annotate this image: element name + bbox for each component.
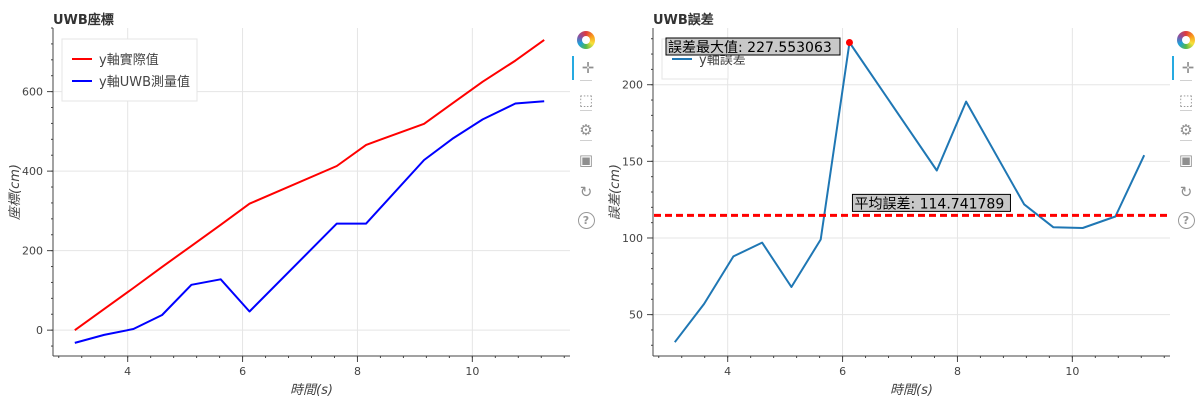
- legend-box: [61, 38, 198, 102]
- help-icon[interactable]: ?: [1172, 208, 1200, 232]
- toolbar-separator: [580, 140, 592, 141]
- series-line-0: [74, 39, 545, 332]
- help-icon[interactable]: ?: [572, 208, 600, 232]
- series-line-1: [74, 100, 545, 344]
- reset-icon[interactable]: ↻: [1179, 183, 1193, 201]
- toolbar-separator: [1180, 140, 1192, 141]
- chart-title: UWB座標: [53, 13, 114, 28]
- y-axis-label: 座標(cm): [7, 164, 23, 220]
- reset-icon[interactable]: ↻: [579, 183, 593, 201]
- y-tick-label: 100: [622, 232, 643, 245]
- legend-label: y軸UWB測量值: [99, 74, 190, 90]
- help-glyph: ?: [1177, 211, 1195, 229]
- y-tick-label: 50: [629, 309, 643, 322]
- legend-label: y軸誤差: [699, 52, 746, 68]
- y-tick-label: 200: [622, 79, 643, 92]
- y-tick-label: 200: [22, 245, 43, 258]
- box-zoom-icon[interactable]: ⬚: [578, 91, 594, 109]
- wheel-zoom-icon[interactable]: ⚙: [1179, 121, 1193, 139]
- mean-label-box: [851, 193, 1011, 212]
- y-tick-label: 0: [36, 324, 43, 337]
- help-glyph: ?: [577, 211, 595, 229]
- chart-panel-coordinates: UWB座標 4 6 8 10 0 200 400 600 時間(s) 座標(cm) y軸實際值 y軸U…: [0, 0, 600, 400]
- pan-icon[interactable]: ✛: [1172, 56, 1200, 80]
- box-zoom-icon[interactable]: ⬚: [1178, 91, 1194, 109]
- x-tick-label: 10: [465, 365, 479, 378]
- toolbar-separator: [1180, 80, 1192, 81]
- x-tick-label: 4: [724, 365, 731, 378]
- x-tick-label: 6: [239, 365, 246, 378]
- max-label-box: [665, 37, 841, 56]
- max-point-marker: [845, 38, 853, 46]
- max-label: 誤差最大值: 227.553063: [668, 40, 832, 56]
- x-tick-label: 4: [124, 365, 131, 378]
- bokeh-logo-graphic: [577, 31, 595, 49]
- chart-title: UWB誤差: [653, 13, 714, 28]
- save-icon[interactable]: ▣: [1178, 151, 1194, 169]
- y-tick-label: 150: [622, 155, 643, 168]
- x-tick-label: 8: [954, 365, 961, 378]
- y-tick-label: 400: [22, 165, 43, 178]
- y-tick-label: 600: [22, 86, 43, 99]
- series-line-0: [674, 41, 1146, 343]
- save-icon[interactable]: ▣: [578, 151, 594, 169]
- x-tick-label: 8: [354, 365, 361, 378]
- toolbar-separator: [580, 110, 592, 111]
- x-axis-label: 時間(s): [290, 383, 333, 398]
- y-axis-label: 誤差(cm): [608, 164, 623, 220]
- error-line-chart[interactable]: 4 6 8 10 50 100 150 200 時間(s) 誤差(cm) 平均誤差: 114.741…: [600, 0, 1200, 400]
- legend-label: y軸實際值: [99, 52, 159, 68]
- mean-label: 平均誤差: 114.741789: [854, 196, 1004, 212]
- chart-panel-error: UWB誤差 4 6 8 10 50 100 150 200 時間(s) 誤差(cm) 平均誤差: 1…: [600, 0, 1200, 400]
- bokeh-logo-icon[interactable]: [1172, 28, 1200, 52]
- x-tick-label: 10: [1065, 365, 1079, 378]
- bokeh-logo-graphic: [1177, 31, 1195, 49]
- toolbar-separator: [580, 80, 592, 81]
- toolbar-separator: [1180, 110, 1192, 111]
- wheel-zoom-icon[interactable]: ⚙: [579, 121, 593, 139]
- x-tick-label: 6: [839, 365, 846, 378]
- pan-icon[interactable]: ✛: [572, 56, 602, 80]
- coordinate-line-chart[interactable]: 4 6 8 10 0 200 400 600 時間(s) 座標(cm) y軸實際值 y軸UWB測量值: [0, 0, 600, 400]
- x-axis-label: 時間(s): [890, 383, 933, 398]
- bokeh-logo-icon[interactable]: [572, 28, 600, 52]
